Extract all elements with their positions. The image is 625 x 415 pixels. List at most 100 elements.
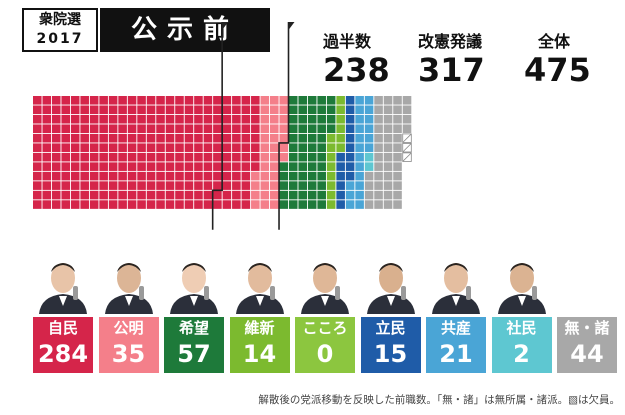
stat-amendment-label: 改憲発議	[418, 32, 483, 51]
seat-cell-0	[241, 181, 251, 190]
seat-cell-8	[402, 114, 412, 124]
seat-cell-8	[383, 171, 393, 181]
seat-cell-0	[184, 200, 194, 209]
seat-cell-0	[127, 190, 137, 200]
seat-cell-0	[241, 105, 251, 115]
seat-cell-0	[241, 190, 251, 200]
seat-cell-1	[279, 124, 289, 134]
seat-cell-6	[355, 96, 364, 105]
seat-cell-8	[393, 190, 402, 200]
seat-cell-0	[51, 181, 61, 190]
seat-cell-0	[42, 124, 52, 134]
seat-cell-8	[374, 181, 383, 190]
seat-cell-0	[203, 124, 213, 134]
seat-cell-2	[279, 190, 289, 200]
seat-cell-0	[156, 96, 165, 105]
seat-cell-0	[146, 105, 156, 115]
seat-cell-2	[317, 181, 326, 190]
seat-cell-0	[89, 114, 99, 124]
seat-cell-0	[42, 133, 52, 143]
seat-cell-1	[260, 152, 270, 162]
party-seat-count: 57	[177, 340, 211, 368]
seat-cell-0	[213, 114, 222, 124]
seat-cell-6	[355, 105, 364, 115]
seat-cell-0	[203, 171, 213, 181]
seat-cell-2	[298, 114, 308, 124]
seat-cell-6	[345, 200, 355, 209]
seat-cell-0	[70, 162, 80, 171]
seat-cell-0	[184, 133, 194, 143]
seat-cell-0	[70, 171, 80, 181]
seat-cell-8	[374, 114, 383, 124]
seat-cell-2	[326, 124, 336, 134]
party-seat-count: 44	[570, 340, 604, 368]
seat-cell-5	[336, 190, 345, 200]
seat-cell-2	[317, 133, 326, 143]
seat-cell-8	[393, 114, 402, 124]
seat-cell-0	[184, 181, 194, 190]
seat-cell-0	[241, 152, 251, 162]
party-card: 維新 14	[229, 317, 290, 373]
party-card: 共産 21	[426, 317, 486, 373]
seat-cell-0	[99, 152, 108, 162]
seat-cell-0	[80, 190, 89, 200]
party-name: 希望	[178, 319, 209, 337]
seat-cell-2	[288, 190, 298, 200]
seat-cell-0	[70, 152, 80, 162]
seat-cell-1	[251, 181, 260, 190]
seat-cell-8	[393, 105, 402, 115]
seat-cell-0	[232, 200, 241, 209]
seat-cell-2	[298, 96, 308, 105]
seat-cell-2	[288, 143, 298, 152]
seat-cell-5	[345, 143, 355, 152]
seat-cell-0	[137, 105, 146, 115]
seat-cell-0	[108, 190, 118, 200]
seat-cell-0	[213, 190, 222, 200]
seat-cell-0	[194, 162, 203, 171]
candidate-photo	[99, 256, 159, 314]
seat-cell-0	[118, 190, 127, 200]
seat-cell-1	[270, 171, 279, 181]
seat-cell-0	[89, 181, 99, 190]
seat-cell-0	[61, 124, 71, 134]
candidate-photo	[426, 256, 486, 314]
seat-cell-0	[70, 133, 80, 143]
seat-cell-5	[336, 181, 345, 190]
seat-cell-0	[146, 114, 156, 124]
seat-cell-0	[80, 143, 89, 152]
seat-cell-1	[279, 105, 289, 115]
seat-cell-0	[156, 105, 165, 115]
seat-cell-0	[156, 181, 165, 190]
seat-cell-2	[288, 152, 298, 162]
seat-cell-0	[127, 200, 137, 209]
party-name: こころ	[302, 319, 348, 337]
seat-cell-2	[279, 181, 289, 190]
seat-cell-0	[194, 124, 203, 134]
seat-cell-0	[146, 96, 156, 105]
seat-cell-1	[279, 133, 289, 143]
seat-cell-6	[345, 181, 355, 190]
seat-cell-7	[364, 162, 374, 171]
seat-cell-0	[241, 114, 251, 124]
seat-cell-8	[383, 133, 393, 143]
seat-cell-0	[213, 171, 222, 181]
seat-cell-2	[288, 96, 298, 105]
seat-cell-0	[42, 96, 52, 105]
seat-cell-0	[203, 181, 213, 190]
seat-cell-8	[374, 190, 383, 200]
seat-cell-0	[184, 105, 194, 115]
seat-cell-8	[374, 96, 383, 105]
seat-cell-0	[127, 133, 137, 143]
seat-cell-0	[99, 143, 108, 152]
seat-cell-0	[175, 181, 184, 190]
seat-cell-1	[270, 181, 279, 190]
seat-cell-2	[307, 133, 317, 143]
seat-cell-2	[298, 124, 308, 134]
seat-cell-0	[118, 162, 127, 171]
seat-cell-8	[393, 162, 402, 171]
seat-cell-0	[89, 133, 99, 143]
seat-cell-0	[80, 171, 89, 181]
seat-cell-0	[175, 152, 184, 162]
badge-line2: 2017	[36, 31, 84, 47]
seat-cell-0	[89, 200, 99, 209]
